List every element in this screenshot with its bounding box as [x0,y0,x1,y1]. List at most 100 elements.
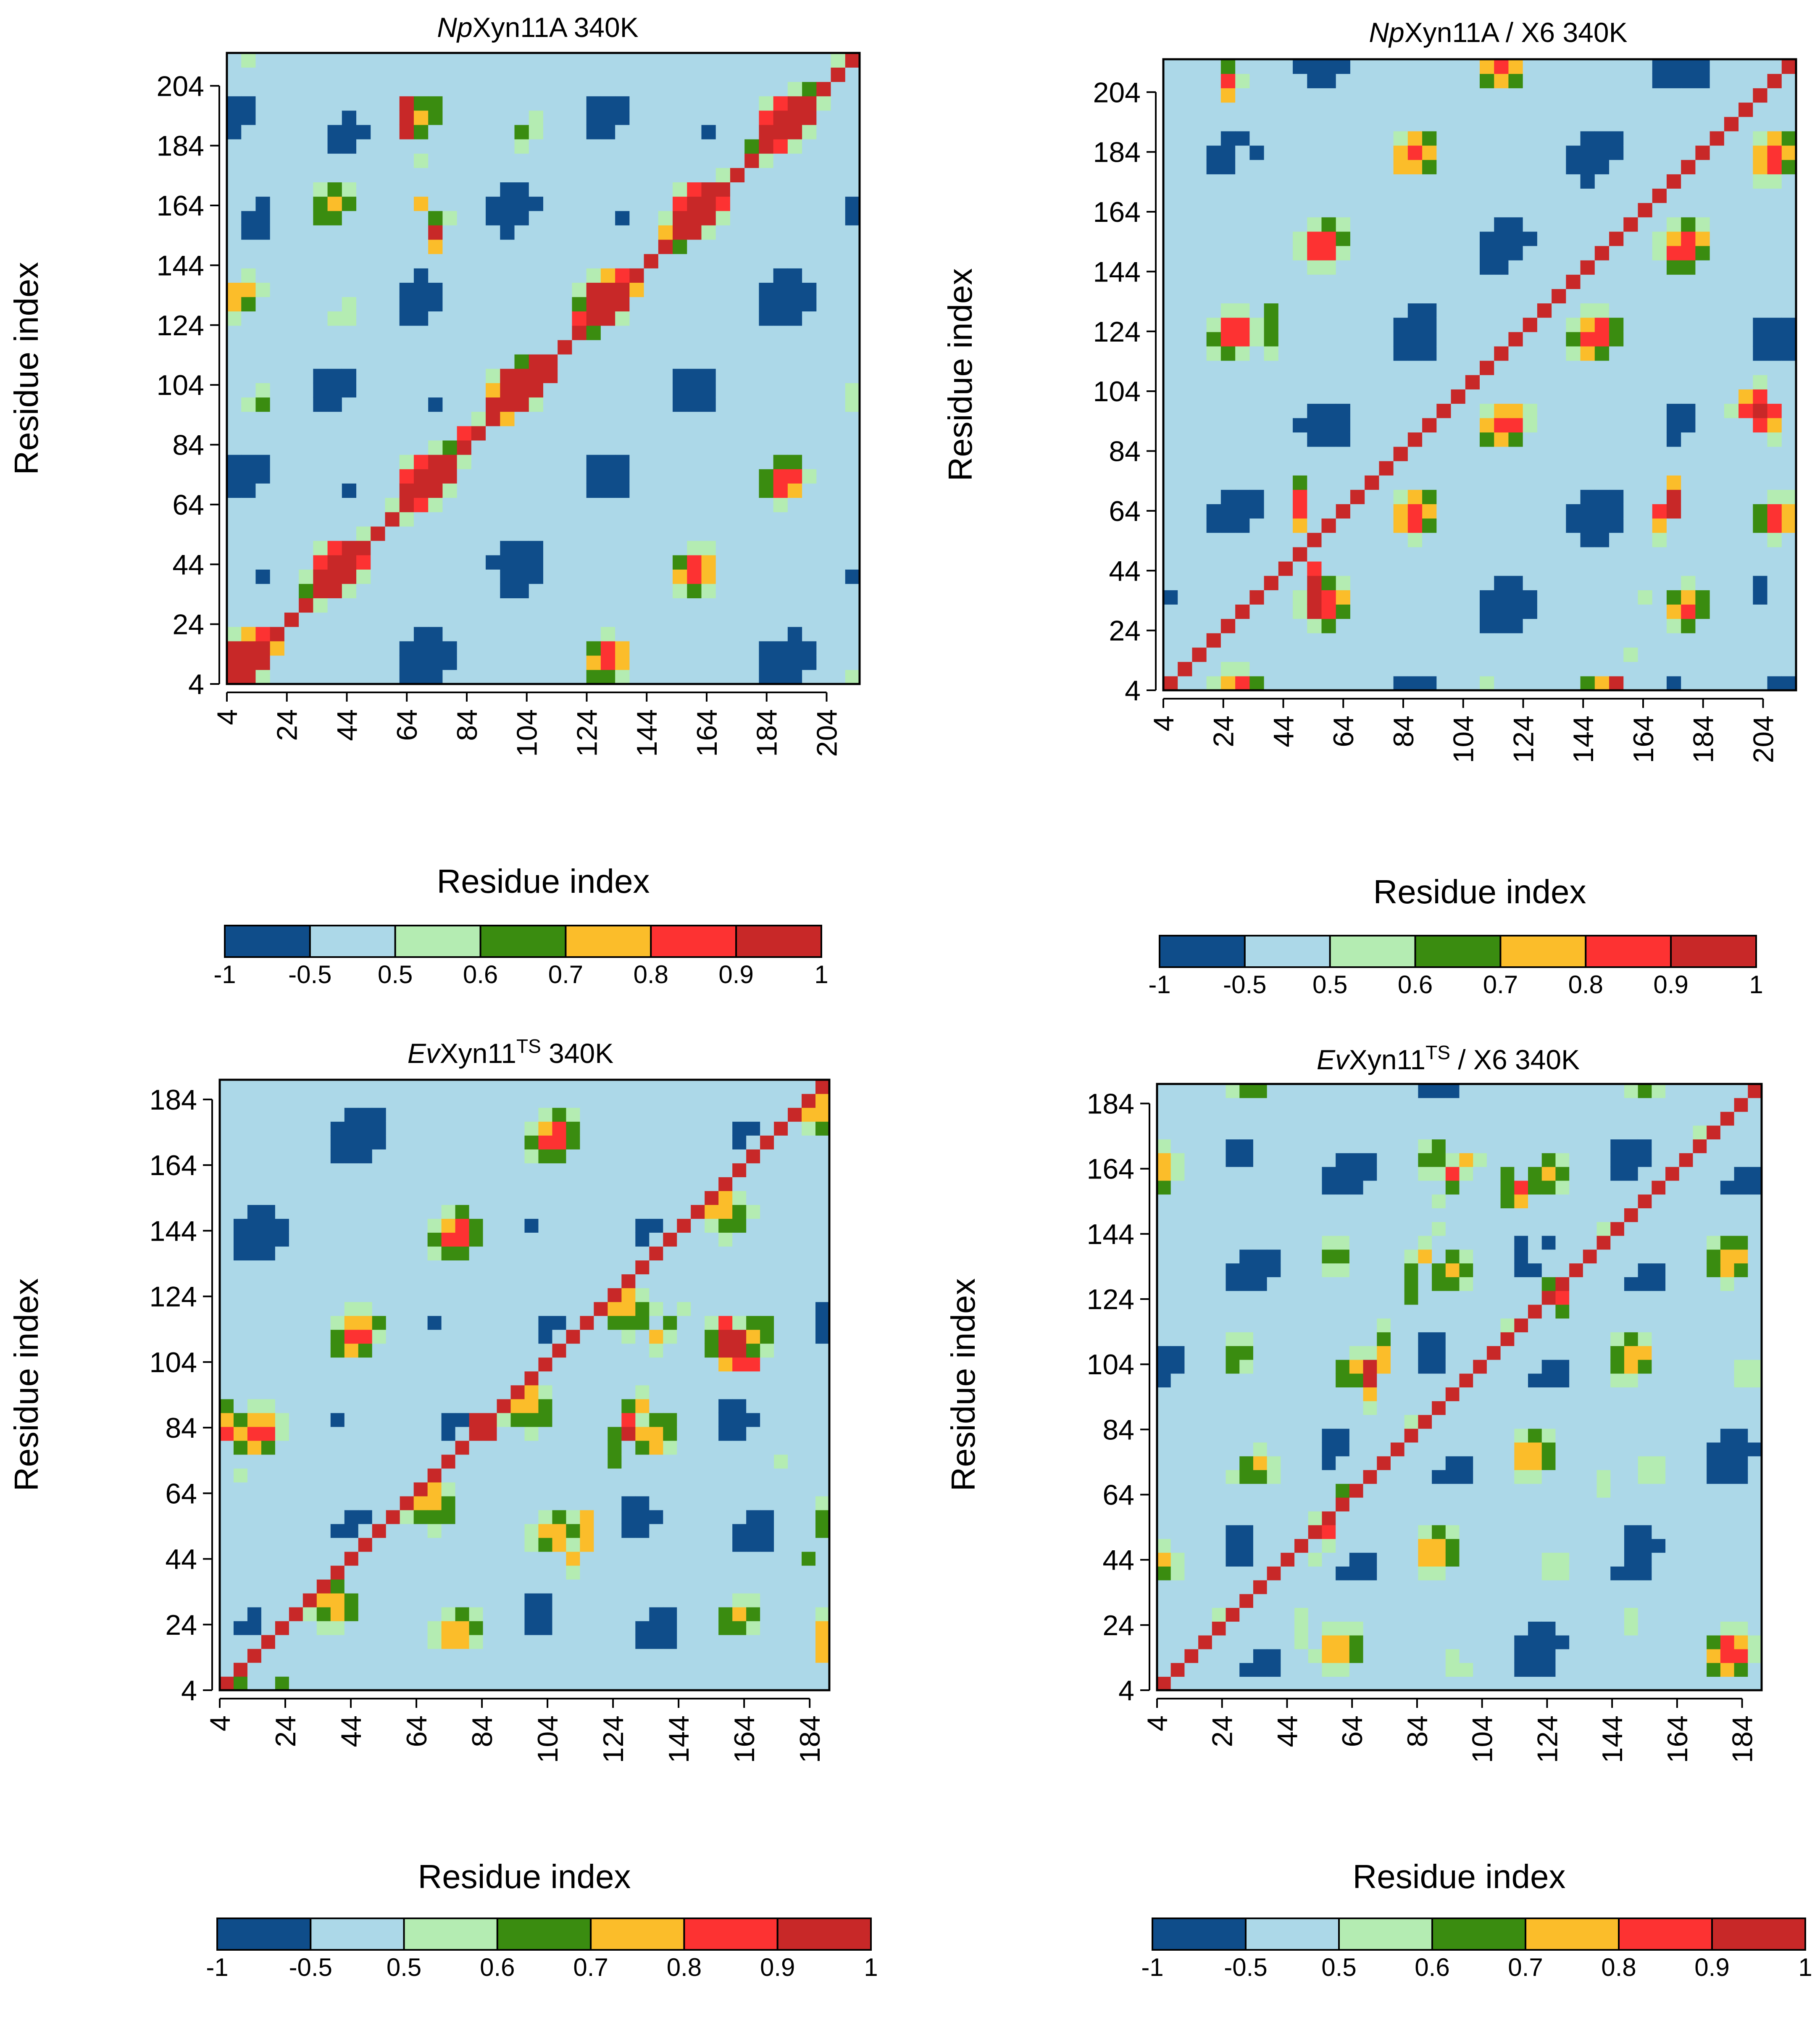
heatmap-cell [543,497,558,513]
heatmap-cell [1781,647,1796,662]
heatmap-cell [673,282,688,297]
heatmap-cell [233,1468,248,1483]
y-tick-label: 64 [1109,495,1141,527]
heatmap-cell [1293,260,1308,275]
heatmap-cell [1523,331,1538,347]
heatmap-cell [1307,245,1322,260]
heatmap-cell [1638,159,1653,174]
heatmap-cell [500,497,515,513]
heatmap-cell [1451,475,1466,490]
heatmap-cell [1293,145,1308,160]
heatmap-cell [1422,116,1437,132]
heatmap-cell [1523,633,1538,648]
heatmap-cell [558,569,573,584]
heatmap-cell [371,297,386,312]
heatmap-cell [1365,460,1380,476]
heatmap-cell [302,1302,317,1316]
heatmap-cell [486,368,501,383]
heatmap-cell [486,483,501,498]
heatmap-cell [1365,274,1380,289]
heatmap-cell [356,440,371,455]
heatmap-cell [1580,647,1595,662]
heatmap-cell [386,1440,400,1455]
heatmap-cell [673,612,688,627]
heatmap-cell [572,626,587,642]
heatmap-cell [1321,590,1336,605]
heatmap-cell [330,1205,345,1219]
heatmap-cell [1393,274,1408,289]
heatmap-cell [572,354,587,369]
heatmap-cell [658,124,673,139]
heatmap-cell [327,339,342,355]
heatmap-cell [471,555,486,570]
heatmap-cell [413,1454,428,1469]
heatmap-cell [486,139,501,154]
heatmap-cell [289,1163,303,1177]
heatmap-cell [1580,131,1595,146]
heatmap-cell [427,1121,442,1136]
heatmap-cell [558,82,573,97]
heatmap-cell [629,339,644,355]
heatmap-cell [787,53,802,68]
heatmap-cell [1350,346,1365,361]
heatmap-cell [471,641,486,656]
heatmap-cell [701,397,716,412]
heatmap-cell [457,354,472,369]
heatmap-cell [1666,360,1681,375]
heatmap-cell [471,598,486,613]
heatmap-cell [1163,633,1178,648]
heatmap-cell [455,1260,470,1275]
heatmap-cell [787,512,802,527]
heatmap-cell [1422,547,1437,562]
heatmap-cell [1393,203,1408,218]
heatmap-cell [1407,676,1423,691]
heatmap-cell [1436,360,1452,375]
heatmap-cell [1494,116,1509,132]
heatmap-cell [586,311,601,326]
heatmap-cell [413,168,429,183]
heatmap-cell [1293,633,1308,648]
heatmap-cell [629,655,644,670]
heatmap-cell [313,454,328,469]
heatmap-cell [1695,231,1710,246]
heatmap-cell [372,1274,387,1289]
heatmap-cell [1264,203,1279,218]
heatmap-cell [1192,561,1207,576]
heatmap-cell [358,1107,373,1122]
heatmap-cell [759,253,774,268]
heatmap-cell [802,182,817,197]
heatmap-cell [730,325,745,340]
heatmap-cell [845,67,860,82]
heatmap-cell [1508,88,1523,103]
heatmap-cell [1206,102,1221,117]
heatmap-cell [486,325,501,340]
heatmap-cell [1781,159,1796,174]
heatmap-cell [342,339,357,355]
heatmap-cell [330,1149,345,1163]
heatmap-cell [529,153,544,168]
heatmap-cell [1724,633,1739,648]
heatmap-cell [1753,418,1768,433]
heatmap-cell [1767,575,1782,590]
heatmap-cell [327,225,342,240]
heatmap-cell [1350,403,1365,418]
heatmap-cell [510,1593,525,1607]
heatmap-cell [1724,245,1739,260]
heatmap-cell [816,612,831,627]
heatmap-cell [413,124,429,139]
heatmap-cell [1724,418,1739,433]
heatmap-cell [773,96,788,111]
heatmap-cell [1451,647,1466,662]
heatmap-cell [831,440,846,455]
heatmap-cell [1278,174,1293,189]
heatmap-cell [1235,446,1250,461]
heatmap-cell [442,641,458,656]
heatmap-cell [1781,446,1796,461]
heatmap-cell [442,168,458,183]
heatmap-cell [1681,418,1696,433]
heatmap-cell [275,1232,289,1247]
heatmap-cell [529,354,544,369]
heatmap-cell [802,110,817,125]
heatmap-cell [471,339,486,355]
heatmap-cell [644,110,659,125]
